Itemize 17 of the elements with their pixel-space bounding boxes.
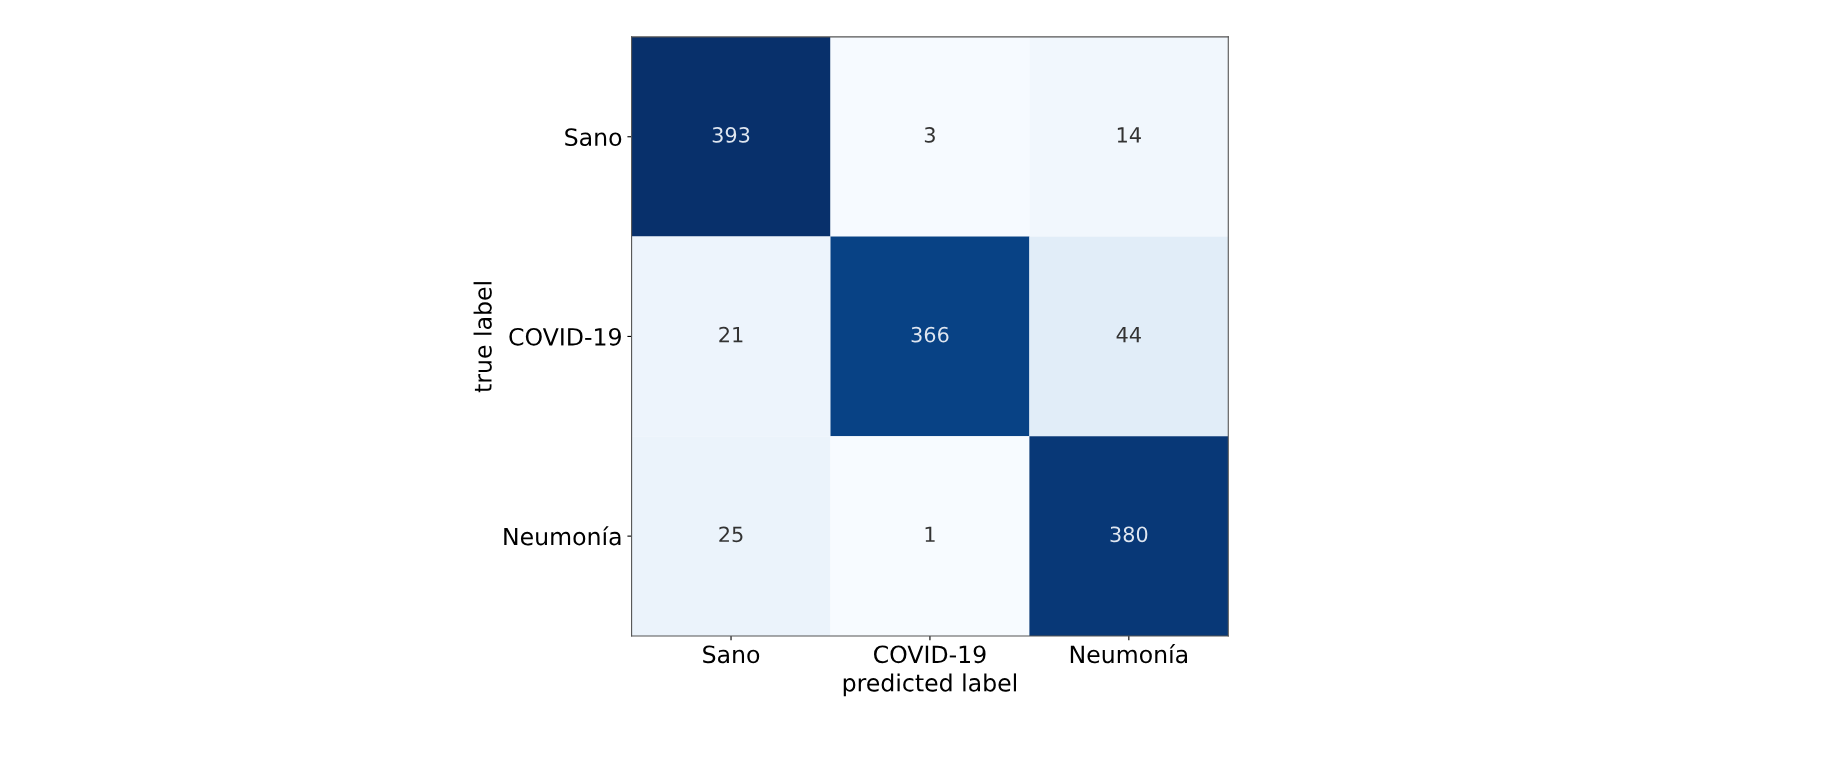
data-label: 366 bbox=[911, 326, 949, 343]
data-label: 44 bbox=[1116, 327, 1141, 343]
data-label: 393 bbox=[712, 127, 750, 143]
x-tick-label: Sano bbox=[703, 645, 760, 664]
data-label: 25 bbox=[719, 526, 743, 543]
data-label: 380 bbox=[1110, 526, 1148, 543]
x-tick-label: COVID-19 bbox=[874, 645, 986, 664]
x-tick-label: Neumonía bbox=[1070, 644, 1187, 664]
y-axis-title: true label bbox=[473, 282, 492, 393]
y-tick-label: Neumonía bbox=[504, 526, 621, 546]
data-label: 21 bbox=[719, 326, 743, 343]
data-label: 1 bbox=[925, 526, 935, 542]
y-tick-label: COVID-19 bbox=[509, 327, 621, 346]
y-tick-label: Sano bbox=[565, 128, 622, 147]
data-label: 3 bbox=[924, 127, 935, 143]
x-axis-title: predicted label bbox=[843, 673, 1017, 697]
data-label: 14 bbox=[1117, 127, 1141, 143]
